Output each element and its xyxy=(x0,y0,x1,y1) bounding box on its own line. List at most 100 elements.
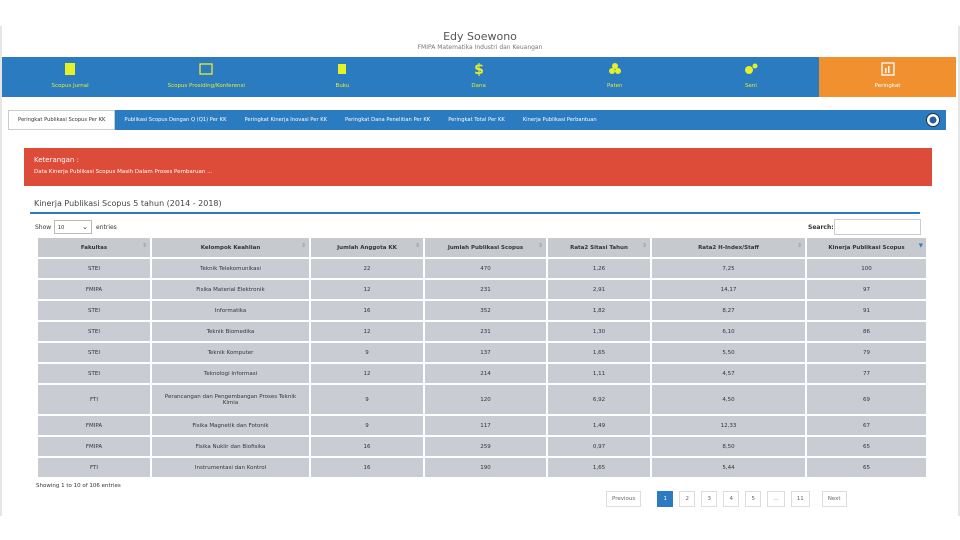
table-cell: 97 xyxy=(807,280,926,299)
page-button[interactable]: 5 xyxy=(745,491,762,507)
page-button[interactable]: 1 xyxy=(657,491,674,507)
table-cell: Teknik Biomedika xyxy=(152,322,309,341)
header-row: Fakultas ⇕ Kelompok Keahlian ⇕ Jumlah Anggot… xyxy=(38,238,926,257)
table-cell: Fisika Magnetik dan Fotonik xyxy=(152,416,309,435)
table-cell: 9 xyxy=(311,385,423,414)
nav-label: Scopus Jurnal xyxy=(51,83,89,89)
nav-item[interactable]: $ Dana xyxy=(411,57,547,97)
column-header[interactable]: Rata2 H-Index/Staff ⇕ xyxy=(652,238,805,257)
nav-icon xyxy=(199,63,213,75)
table-cell: 7,25 xyxy=(652,259,805,278)
nav-item[interactable]: Paten xyxy=(547,57,683,97)
table-cell: 16 xyxy=(311,301,423,320)
alert-title: Keterangan : xyxy=(34,156,79,164)
table-row: FTI Instrumentasi dan Kontrol 16 190 1,65 5,4… xyxy=(38,458,926,477)
table-cell: Informatika xyxy=(152,301,309,320)
table-row: STEI Teknologi Informasi 12 214 1,11 4,57 77 xyxy=(38,364,926,383)
table-cell: Fisika Nuklir dan Biofisika xyxy=(152,437,309,456)
column-header[interactable]: Fakultas ⇕ xyxy=(38,238,150,257)
nav-item[interactable]: Scopus Jurnal xyxy=(2,57,138,97)
nav-icon xyxy=(338,64,347,74)
tab[interactable]: Peringkat Total Per KK xyxy=(448,117,505,123)
table-cell: 9 xyxy=(311,416,423,435)
table-cell: 0,97 xyxy=(548,437,650,456)
table-cell: Teknik Komputer xyxy=(152,343,309,362)
table-cell: FMIPA xyxy=(38,416,150,435)
user-unit: FMIPA Matematika Industri dan Keuangan xyxy=(417,44,543,51)
page-button[interactable]: … xyxy=(767,491,785,507)
page-button[interactable]: Previous xyxy=(606,491,642,507)
table-cell: 1,65 xyxy=(548,458,650,477)
data-table: Fakultas ⇕ Kelompok Keahlian ⇕ Jumlah Anggot… xyxy=(36,236,928,479)
table-cell: 470 xyxy=(425,259,546,278)
table-cell: STEI xyxy=(38,343,150,362)
nav-label: Peringkat xyxy=(874,83,901,89)
table-row: FMIPA Fisika Nuklir dan Biofisika 16 259 0,9… xyxy=(38,437,926,456)
table-cell: STEI xyxy=(38,322,150,341)
tab[interactable]: Peringkat Dana Penelitian Per KK xyxy=(345,117,431,123)
column-header[interactable]: Kinerja Publikasi Scopus ▼ xyxy=(807,238,926,257)
table-cell: 1,30 xyxy=(548,322,650,341)
page-button[interactable]: 3 xyxy=(701,491,718,507)
table-cell: 9 xyxy=(311,343,423,362)
sort-icon: ⇕ xyxy=(538,243,543,249)
svg-text:$: $ xyxy=(474,62,484,77)
table-cell: 4,57 xyxy=(652,364,805,383)
table-cell: Teknik Telekomunikasi xyxy=(152,259,309,278)
table-cell: 2,91 xyxy=(548,280,650,299)
nav-icon xyxy=(880,62,895,76)
table-cell: 4,50 xyxy=(652,385,805,414)
column-header[interactable]: Jumlah Publikasi Scopus ⇕ xyxy=(425,238,546,257)
table-cell: 190 xyxy=(425,458,546,477)
length-select[interactable]: 10 ⌄ xyxy=(54,220,92,234)
table-cell: FTI xyxy=(38,458,150,477)
tab[interactable]: Publikasi Scopus Dengan Q (Q1) Per KK xyxy=(124,117,227,123)
table-row: STEI Teknik Biomedika 12 231 1,30 6,10 86 xyxy=(38,322,926,341)
table-cell: STEI xyxy=(38,259,150,278)
page-button[interactable]: 11 xyxy=(790,491,810,507)
table-cell: 1,11 xyxy=(548,364,650,383)
table-cell: 231 xyxy=(425,322,546,341)
table-row: FMIPA Fisika Material Elektronik 12 231 2,91… xyxy=(38,280,926,299)
table-row: STEI Informatika 16 352 1,82 8,27 91 xyxy=(38,301,926,320)
column-header[interactable]: Rata2 Sitasi Tahun ⇕ xyxy=(548,238,650,257)
nav-item[interactable]: Scopus Prosiding/Konferensi xyxy=(138,57,274,97)
page-button[interactable]: 4 xyxy=(723,491,740,507)
tab[interactable]: Peringkat Kinerja Inovasi Per KK xyxy=(244,117,328,123)
alert-text: Data Kinerja Publikasi Scopus Masih Dala… xyxy=(34,169,213,175)
nav-item[interactable]: Peringkat xyxy=(819,57,957,97)
table-cell: 137 xyxy=(425,343,546,362)
table-cell: Fisika Material Elektronik xyxy=(152,280,309,299)
tab-bar: Peringkat Publikasi Scopus Per KK Publika… xyxy=(8,110,946,130)
table-cell: 22 xyxy=(311,259,423,278)
column-header[interactable]: Kelompok Keahlian ⇕ xyxy=(152,238,309,257)
sort-icon: ⇕ xyxy=(642,243,647,249)
table-cell: 352 xyxy=(425,301,546,320)
tab[interactable]: Peringkat Publikasi Scopus Per KK xyxy=(8,110,116,130)
nav-label: Seni xyxy=(745,83,757,89)
pagination: Previous 1 2 3 4 5 … 11 Next xyxy=(606,491,847,507)
table-cell: 259 xyxy=(425,437,546,456)
user-name: Edy Soewono xyxy=(443,30,517,43)
sort-icon: ⇕ xyxy=(415,243,420,249)
page-button[interactable]: Next xyxy=(821,491,847,507)
search-input[interactable] xyxy=(834,219,921,235)
column-header[interactable]: Jumlah Anggota KK ⇕ xyxy=(311,238,423,257)
tab[interactable]: Kinerja Publikasi Perbantuan xyxy=(522,117,597,123)
table-cell: Teknologi Informasi xyxy=(152,364,309,383)
table-cell: 8,50 xyxy=(652,437,805,456)
table-row: FTI Perancangan dan Pengembangan Proses T… xyxy=(38,385,926,414)
table-cell: 86 xyxy=(807,322,926,341)
table-cell: 120 xyxy=(425,385,546,414)
table-cell: 16 xyxy=(311,437,423,456)
table-cell: 100 xyxy=(807,259,926,278)
page-button[interactable]: 2 xyxy=(679,491,696,507)
table-cell: Instrumentasi dan Kontrol xyxy=(152,458,309,477)
nav-item[interactable]: Buku xyxy=(274,57,410,97)
table-cell: 65 xyxy=(807,437,926,456)
table-cell: 1,26 xyxy=(548,259,650,278)
table-cell: 117 xyxy=(425,416,546,435)
nav-label: Dana xyxy=(471,83,486,89)
nav-item[interactable]: Seni xyxy=(683,57,819,97)
table-cell: 65 xyxy=(807,458,926,477)
